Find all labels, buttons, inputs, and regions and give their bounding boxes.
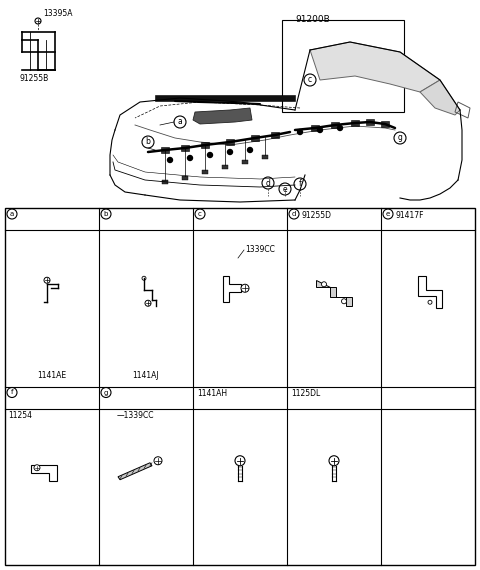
Circle shape [341, 299, 347, 304]
Circle shape [207, 153, 213, 157]
Bar [162, 180, 168, 184]
Text: 1125DL: 1125DL [291, 389, 320, 397]
Bar [242, 160, 248, 164]
Text: 91255B: 91255B [20, 74, 49, 83]
Text: 91417F: 91417F [395, 211, 423, 220]
Polygon shape [193, 108, 252, 124]
Text: 91255D: 91255D [301, 211, 331, 220]
Circle shape [298, 129, 302, 135]
Text: a: a [10, 211, 14, 217]
Bar [226, 139, 234, 145]
Bar [181, 145, 189, 151]
Text: 1141AE: 1141AE [37, 372, 67, 381]
Polygon shape [118, 463, 152, 480]
Text: e: e [283, 185, 288, 193]
Bar [202, 170, 208, 174]
Bar [251, 135, 259, 141]
Circle shape [168, 157, 172, 162]
Bar [282, 20, 404, 112]
Text: b: b [145, 137, 150, 146]
Circle shape [34, 465, 40, 471]
Bar [182, 176, 188, 180]
Circle shape [317, 128, 323, 132]
Circle shape [241, 284, 249, 292]
Circle shape [145, 300, 151, 306]
Text: e: e [386, 211, 390, 217]
Text: g: g [104, 389, 108, 396]
Polygon shape [420, 80, 460, 115]
Text: f: f [11, 389, 13, 396]
Text: 13395A: 13395A [43, 9, 72, 18]
Bar [161, 147, 169, 153]
Text: a: a [178, 117, 182, 127]
Text: 91200B: 91200B [295, 15, 330, 24]
Bar [155, 95, 295, 101]
Circle shape [428, 300, 432, 304]
Bar [381, 121, 389, 127]
Polygon shape [310, 42, 440, 92]
Circle shape [142, 276, 146, 280]
Circle shape [235, 456, 245, 466]
Bar [271, 132, 279, 138]
Circle shape [322, 282, 326, 287]
Text: g: g [397, 133, 402, 142]
Bar [222, 165, 228, 169]
Circle shape [337, 125, 343, 131]
Circle shape [248, 148, 252, 153]
Bar [311, 125, 319, 131]
Bar [5, 208, 475, 565]
Bar [351, 120, 359, 126]
Circle shape [44, 277, 50, 283]
Bar [331, 122, 339, 128]
Text: 1339CC: 1339CC [245, 246, 275, 254]
Text: f: f [299, 180, 301, 189]
Bar [201, 142, 209, 148]
Text: 11254: 11254 [8, 410, 32, 420]
Text: d: d [292, 211, 296, 217]
Text: 1141AJ: 1141AJ [132, 372, 159, 381]
Text: b: b [104, 211, 108, 217]
Text: d: d [265, 178, 270, 188]
Circle shape [35, 18, 41, 24]
Bar [366, 119, 374, 125]
Text: —1339CC: —1339CC [117, 410, 155, 420]
Circle shape [329, 456, 339, 466]
Polygon shape [316, 280, 352, 306]
Circle shape [188, 156, 192, 161]
Circle shape [154, 457, 162, 465]
Text: c: c [198, 211, 202, 217]
Text: 1141AH: 1141AH [197, 389, 227, 397]
Text: c: c [308, 75, 312, 84]
Circle shape [228, 149, 232, 154]
Bar [262, 155, 268, 159]
